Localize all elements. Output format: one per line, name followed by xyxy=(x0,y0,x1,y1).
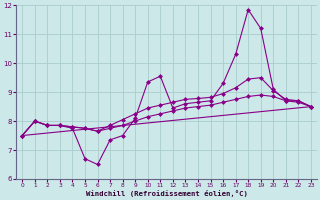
X-axis label: Windchill (Refroidissement éolien,°C): Windchill (Refroidissement éolien,°C) xyxy=(86,190,248,197)
